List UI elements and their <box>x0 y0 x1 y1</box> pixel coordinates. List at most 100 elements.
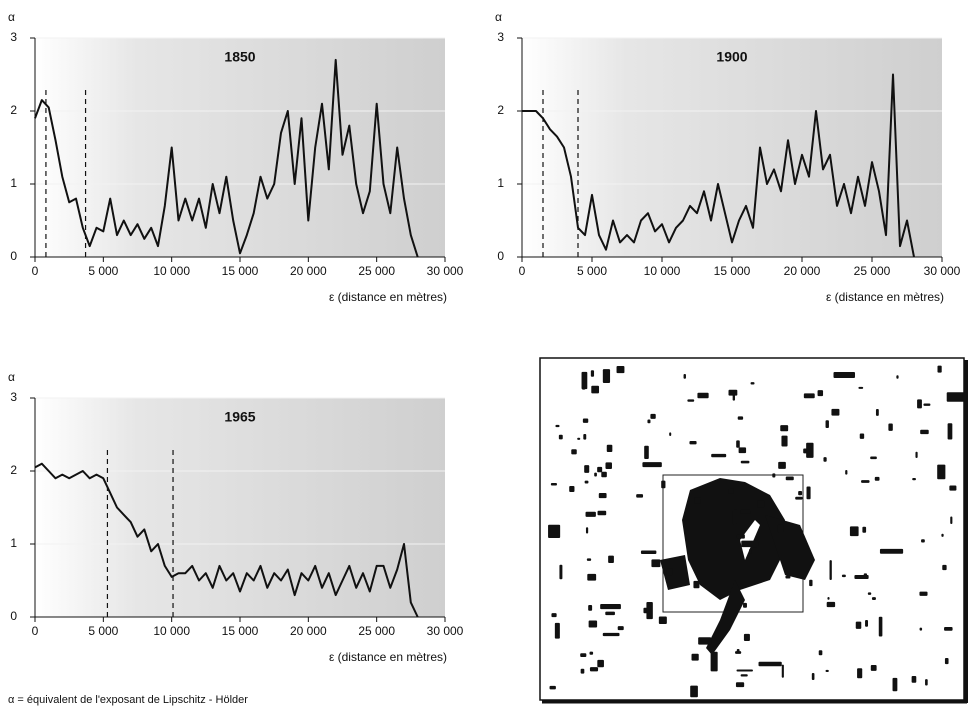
map-speck <box>732 509 737 525</box>
map-speck <box>590 370 595 377</box>
map-speck <box>580 668 585 674</box>
x-tick-label: 10 000 <box>153 264 190 278</box>
y-tick-label: 2 <box>10 463 17 477</box>
map-speck <box>740 674 748 677</box>
map-speck <box>602 369 611 383</box>
map-speck <box>825 420 829 428</box>
map-speck <box>831 408 840 416</box>
y-axis-label: α <box>495 10 502 24</box>
map-speck <box>949 485 957 491</box>
map-speck <box>772 473 776 478</box>
map-speck <box>944 626 953 631</box>
map-speck <box>640 550 657 555</box>
map-speck <box>870 665 877 671</box>
plot-area <box>35 38 445 257</box>
map-speck <box>829 560 832 580</box>
x-tick-label: 10 000 <box>153 624 190 638</box>
map-speck <box>683 374 686 379</box>
map-speck <box>661 480 666 489</box>
map-speck <box>594 472 597 477</box>
y-tick-label: 3 <box>10 30 17 44</box>
map-speck <box>921 539 925 543</box>
map-speck <box>549 685 556 690</box>
x-tick-label: 0 <box>519 264 526 278</box>
map-speck <box>548 524 561 538</box>
map-speck <box>608 555 614 563</box>
map-speck <box>741 540 759 548</box>
x-tick-label: 5 000 <box>88 624 118 638</box>
map-speck <box>757 500 765 508</box>
map-speck <box>666 568 673 576</box>
river <box>740 520 760 560</box>
map-speck <box>811 673 815 681</box>
x-tick-label: 0 <box>32 264 39 278</box>
x-tick-label: 5 000 <box>577 264 607 278</box>
y-axis-label: α <box>8 10 15 24</box>
map-speck <box>896 375 899 379</box>
map-speck <box>710 651 718 672</box>
map-speck <box>942 564 947 571</box>
map-speck <box>737 416 744 420</box>
map-speck <box>650 413 656 419</box>
map-speck <box>915 451 918 458</box>
map-speck <box>736 648 740 654</box>
map-speck <box>550 483 557 486</box>
x-tick-label: 20 000 <box>290 264 327 278</box>
map-speck <box>551 613 557 618</box>
map-speck <box>584 465 590 473</box>
map-speck <box>658 616 667 625</box>
map-speck <box>646 601 653 620</box>
map-speck <box>845 469 848 475</box>
map-speck <box>738 447 747 454</box>
map-speck <box>617 626 624 631</box>
map-speck <box>740 460 750 464</box>
map-speck <box>698 637 712 645</box>
city-part <box>765 515 815 580</box>
map-speck <box>711 453 727 458</box>
map-speck <box>865 619 869 627</box>
map-speck <box>736 669 753 672</box>
map-speck <box>732 394 735 401</box>
map-speck <box>589 667 599 672</box>
caption: α = équivalent de l'exposant de Lipschit… <box>8 694 248 706</box>
y-tick-label: 1 <box>10 536 17 550</box>
map-speck <box>581 387 586 390</box>
map-speck <box>858 386 864 389</box>
map-speck <box>582 418 589 423</box>
map-speck <box>642 462 662 468</box>
y-tick-label: 2 <box>497 103 504 117</box>
x-axis-label: ε (distance en mètres) <box>329 650 447 664</box>
map-speck <box>583 434 587 440</box>
data-line <box>522 73 915 258</box>
map-speck <box>863 573 868 577</box>
x-tick-label: 30 000 <box>924 264 961 278</box>
map-speck <box>555 424 560 428</box>
map-speck <box>912 477 916 481</box>
x-tick-label: 15 000 <box>222 624 259 638</box>
y-tick-label: 3 <box>497 30 504 44</box>
map-speck <box>585 511 596 517</box>
map-speck <box>740 509 751 514</box>
map-speck <box>777 524 784 533</box>
map-speck <box>689 441 697 445</box>
map-speck <box>743 602 747 608</box>
map-speck <box>690 685 698 698</box>
map-speck <box>750 382 755 385</box>
x-tick-label: 20 000 <box>784 264 821 278</box>
map-speck <box>728 488 734 494</box>
map-speck <box>874 476 880 481</box>
map-speck <box>941 533 944 537</box>
map-speck <box>647 419 651 424</box>
chart-title: 1850 <box>224 49 255 65</box>
map-speck <box>585 527 589 534</box>
map-speck <box>817 390 824 397</box>
map-speck <box>861 480 870 483</box>
map-speck <box>867 592 872 595</box>
y-tick-label: 2 <box>10 103 17 117</box>
map-speck <box>920 429 929 435</box>
y-tick-label: 1 <box>497 176 504 190</box>
x-tick-label: 15 000 <box>222 264 259 278</box>
map-speck <box>605 611 615 616</box>
chart-title: 1965 <box>224 409 255 425</box>
map-speck <box>580 653 587 657</box>
